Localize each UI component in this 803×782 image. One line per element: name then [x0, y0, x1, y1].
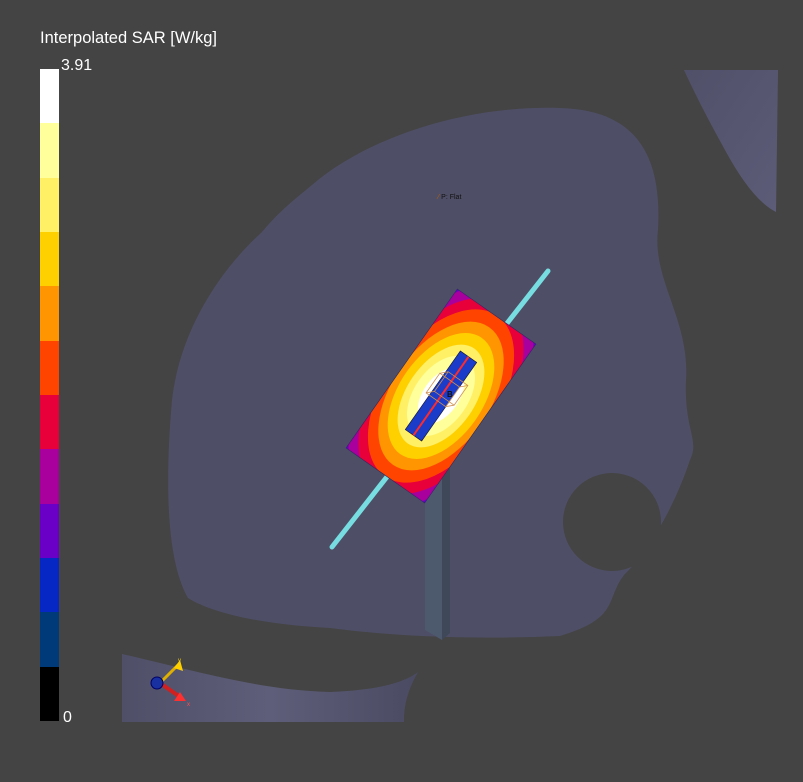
colorbar-segment	[40, 340, 59, 395]
probe-annotation[interactable]: ⁄ P: Flat	[438, 194, 461, 201]
legend-max-label: 3.91	[61, 57, 93, 74]
probe-label-text: P: Flat	[441, 194, 462, 201]
xyz-axes-triad-icon: y x	[150, 658, 190, 708]
colorbar-segment	[40, 557, 59, 613]
legend-title: Interpolated SAR [W/kg]	[40, 29, 217, 47]
colorbar-segment	[40, 231, 59, 287]
colorbar-segment	[40, 69, 59, 124]
axis-y-label: y	[178, 658, 181, 664]
sar-colorbar	[40, 69, 59, 721]
colorbar-segment	[40, 286, 59, 341]
phantom-edge-top-right	[684, 70, 778, 212]
phantom-edge-bottom	[122, 654, 418, 722]
axis-x-label: x	[187, 702, 190, 708]
probe-pointer-icon: ⁄	[438, 194, 440, 201]
colorbar-segment	[40, 177, 59, 232]
colorbar-segment	[40, 666, 59, 721]
colorbar-segment	[40, 123, 59, 178]
support-column	[425, 460, 442, 640]
colorbar-segment	[40, 612, 59, 667]
colorbar-segment	[40, 394, 59, 450]
support-column-side	[442, 456, 450, 640]
colorbar-segment	[40, 503, 59, 558]
phantom-cutout	[563, 473, 661, 571]
colorbar-segment	[40, 449, 59, 504]
measurement-marker-label: B	[447, 390, 453, 399]
legend-min-label: 0	[63, 709, 72, 726]
